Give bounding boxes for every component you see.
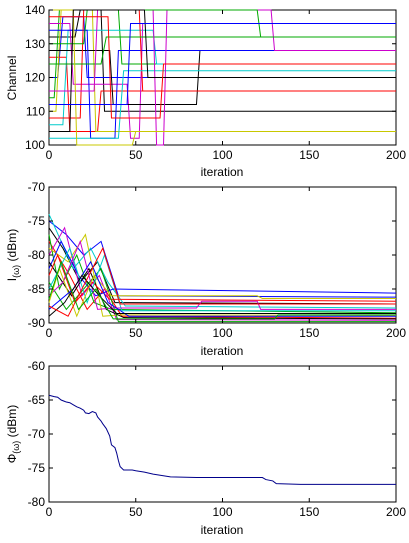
channel-series-13 (49, 9, 396, 146)
channel-y-tick-label: 120 (25, 71, 45, 85)
channel-x-tick-label: 200 (386, 148, 406, 162)
channel-series-17 (49, 23, 396, 105)
interference-x-axis-label: iteration (201, 344, 244, 358)
total-interference-y-tick-label: -65 (28, 393, 46, 407)
interference-series-2 (48, 227, 397, 305)
interference-y-tick-label: -80 (28, 248, 46, 262)
channel-y-tick-label: 130 (25, 37, 45, 51)
total-interference-x-axis-label: iteration (201, 523, 244, 537)
total-interference-y-tick-label: -60 (28, 359, 46, 373)
total-interference-panel: 0 50 100 150 200 -80 -75 -70 -65 -60 iteration Φ… (5, 359, 406, 537)
interference-y-tick-label: -90 (28, 316, 46, 330)
interference-x-tick-label: 100 (212, 326, 232, 340)
channel-series-15 (49, 9, 396, 45)
channel-x-tick-label: 0 (46, 148, 53, 162)
interference-series-15 (48, 260, 396, 317)
channel-series-18 (49, 16, 396, 119)
total-interference-series-1 (48, 394, 396, 485)
channel-series-16 (49, 9, 396, 132)
total-interference-y-tick-label: -80 (28, 495, 46, 509)
interference-y-tick-label: -70 (28, 180, 46, 194)
channel-series-6 (49, 23, 396, 139)
interference-y-tick-label: -85 (28, 282, 46, 296)
total-interference-y-tick-label: -75 (28, 461, 46, 475)
interference-y-tick-label: -75 (28, 214, 46, 228)
total-interference-y-tick-label: -70 (28, 427, 46, 441)
total-interference-x-tick-label: 0 (46, 505, 53, 519)
total-interference-x-tick-label: 50 (129, 505, 143, 519)
interference-x-tick-label: 200 (386, 326, 406, 340)
channel-y-axis-label: Channel (5, 56, 19, 101)
interference-plot-area (48, 186, 397, 324)
total-interference-x-tick-label: 200 (386, 505, 406, 519)
interference-series-17 (48, 246, 396, 317)
channel-x-tick-label: 100 (212, 148, 232, 162)
interference-series-14 (48, 267, 396, 318)
channel-series-14 (49, 9, 396, 146)
interference-x-tick-label: 0 (46, 326, 53, 340)
channel-y-tick-label: 100 (25, 138, 45, 152)
channel-y-tick-label: 140 (25, 3, 45, 17)
channel-series-11 (49, 36, 396, 65)
interference-y-axis-label: I(ω) (dBm) (5, 229, 21, 281)
channel-y-tick-label: 110 (26, 104, 45, 118)
channel-x-tick-label: 150 (299, 148, 319, 162)
total-interference-x-tick-label: 100 (212, 505, 232, 519)
interference-x-tick-label: 50 (129, 326, 143, 340)
interference-series-18 (48, 260, 396, 320)
interference-series-16 (48, 274, 396, 317)
total-interference-x-tick-label: 150 (299, 505, 319, 519)
channel-x-tick-label: 50 (129, 148, 143, 162)
channel-x-axis-label: iteration (201, 165, 244, 179)
interference-series-13 (48, 239, 396, 310)
interference-x-tick-label: 150 (299, 326, 319, 340)
total-interference-y-axis-label: Φ(ω) (dBm) (5, 405, 21, 464)
total-interference-plot-area (48, 365, 397, 503)
channel-panel: 0 50 100 150 200 100 110 120 130 140 iteration C… (5, 3, 406, 179)
interference-series-9 (48, 261, 397, 320)
interference-series-12 (48, 246, 396, 312)
interference-panel: 0 50 100 150 200 -90 -85 -80 -75 -70 iteration I… (5, 180, 406, 358)
